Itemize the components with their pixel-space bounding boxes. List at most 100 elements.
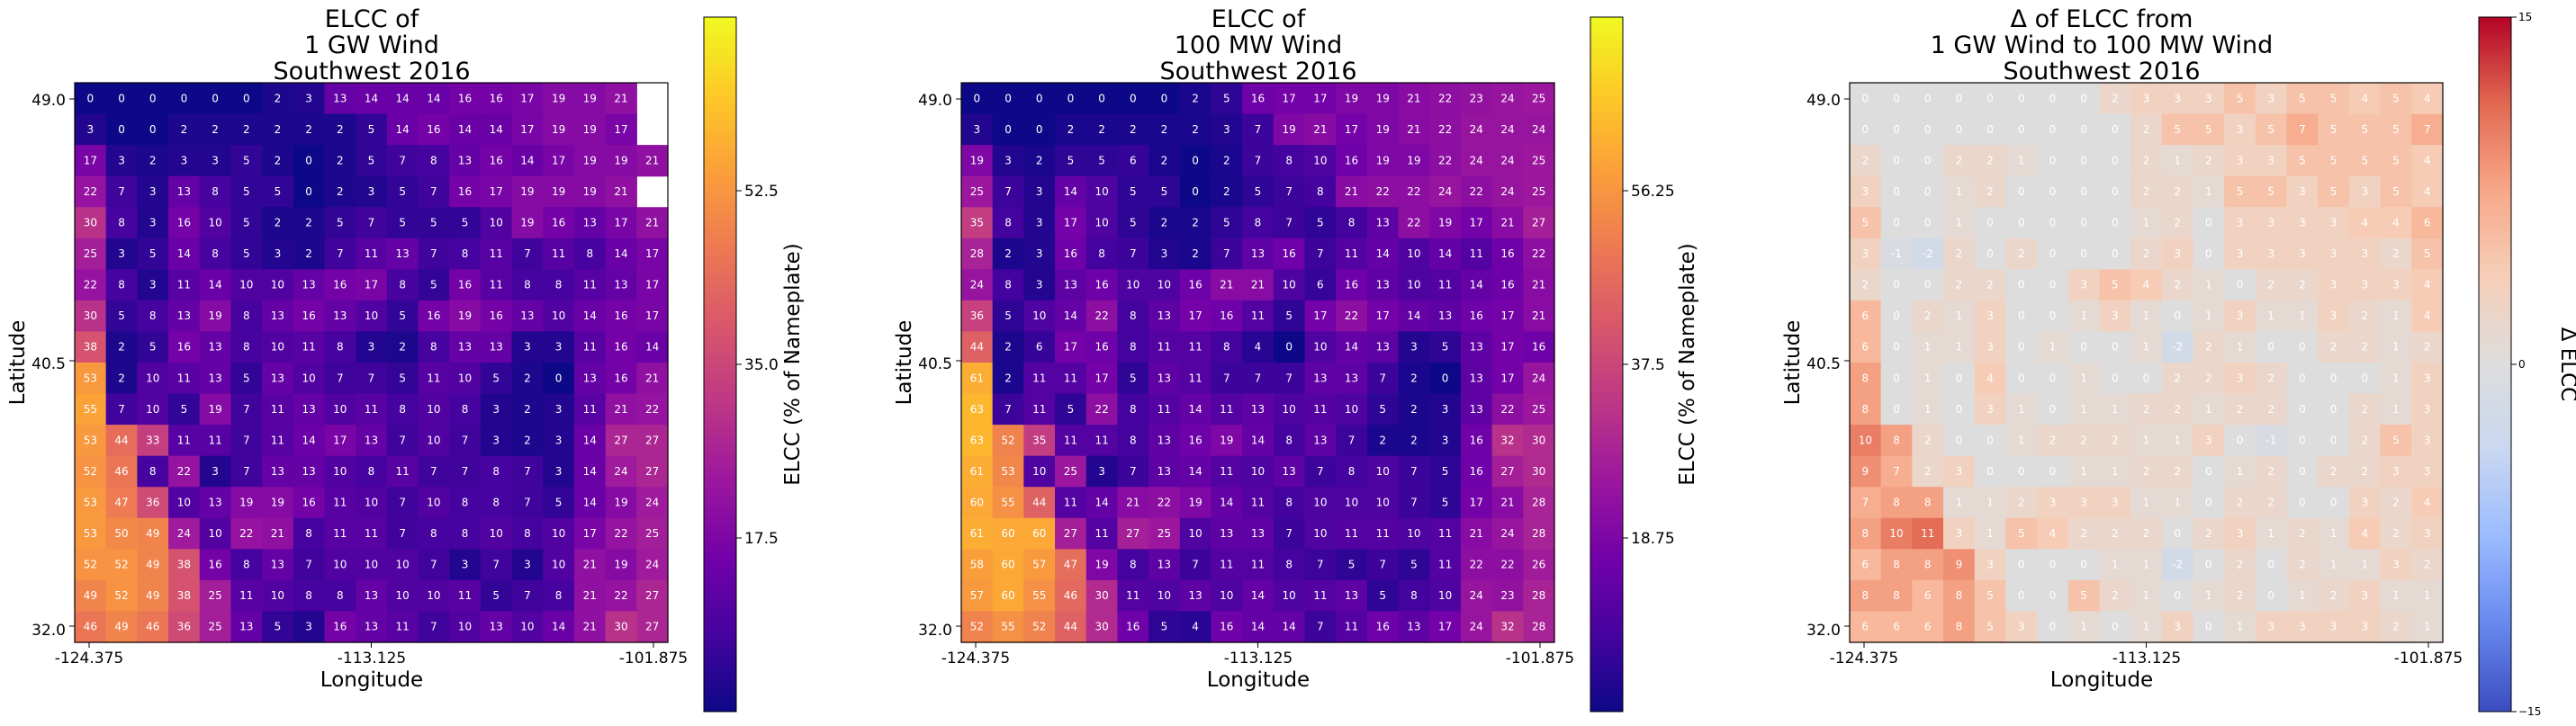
heatmap-cell-label: 53 [84, 372, 97, 384]
heatmap-cell-label: 7 [337, 247, 344, 260]
heatmap-cell [1023, 207, 1056, 239]
heatmap-cell [605, 83, 637, 115]
heatmap-cell-label: 52 [970, 621, 984, 633]
heatmap-cell [105, 549, 138, 581]
panel-1-colorbar-tick-1: 35.0 [744, 356, 779, 374]
heatmap-cell [605, 145, 637, 177]
heatmap-cell [480, 425, 513, 457]
heatmap-cell [480, 238, 513, 270]
heatmap-cell-label: 0 [1036, 123, 1043, 136]
panel-1-y-tick-0: 49.0 [32, 92, 66, 110]
heatmap-cell-label: 11 [271, 403, 284, 416]
heatmap-cell [449, 425, 482, 457]
heatmap-cell [386, 455, 419, 488]
heatmap-cell-label: 7 [1255, 154, 1262, 166]
heatmap-cell [1211, 331, 1243, 363]
heatmap-cell [1023, 175, 1056, 208]
heatmap-cell-label: 0 [2299, 403, 2306, 416]
heatmap-cell-label: 0 [2080, 123, 2087, 136]
heatmap-cell-label: 16 [333, 621, 347, 633]
heatmap-cell-label: 52 [84, 559, 97, 571]
heatmap-cell-label: 10 [458, 621, 472, 633]
heatmap-cell-label: 8 [399, 279, 406, 291]
heatmap-cell-label: 16 [302, 309, 315, 322]
heatmap-cell [293, 363, 326, 395]
heatmap-cell-label: 13 [1470, 372, 1483, 384]
heatmap-cell [105, 300, 138, 333]
heatmap-cell-label: 7 [1410, 497, 1418, 509]
heatmap-cell-label: 3 [212, 465, 219, 478]
heatmap-cell [1460, 300, 1493, 333]
heatmap-cell-label: 13 [396, 247, 410, 260]
heatmap-cell [75, 238, 107, 270]
heatmap-cell-label: 5 [1223, 92, 1230, 104]
heatmap-cell [418, 455, 450, 488]
heatmap-cell-label: 16 [208, 559, 221, 571]
heatmap-cell-label: 0 [2049, 185, 2057, 198]
heatmap-cell [1085, 238, 1119, 270]
heatmap-cell-label: 13 [302, 403, 315, 416]
panel-2-y-axis-label: Latitude [893, 320, 916, 406]
heatmap-cell-label: 1 [2143, 621, 2150, 633]
heatmap-cell-label: 5 [149, 341, 157, 354]
heatmap-cell-label: 60 [970, 497, 984, 509]
heatmap-cell [449, 455, 482, 488]
heatmap-cell-label: 7 [1255, 123, 1262, 136]
heatmap-cell-label: 3 [2392, 559, 2400, 571]
heatmap-cell-label: 2 [2299, 527, 2306, 540]
heatmap-cell-label: 1 [2205, 309, 2212, 322]
heatmap-cell-label: 5 [1067, 403, 1075, 416]
heatmap-cell [573, 425, 607, 457]
heatmap-cell-label: 22 [1438, 92, 1452, 104]
heatmap-cell [262, 113, 294, 146]
heatmap-cell-label: 5 [2392, 185, 2400, 198]
heatmap-cell-label: 30 [1094, 589, 1108, 602]
heatmap-cell-label: 11 [1345, 527, 1358, 540]
heatmap-cell-label: 13 [1376, 341, 1390, 354]
heatmap-cell-label: 0 [2112, 621, 2119, 633]
heatmap-cell-label: 7 [1862, 497, 1869, 509]
heatmap-cell [449, 487, 482, 519]
heatmap-cell-label: 3 [1036, 185, 1043, 198]
heatmap-cell-label: 2 [524, 434, 531, 446]
heatmap-cell-label: 11 [1438, 527, 1452, 540]
heatmap-cell [418, 611, 450, 643]
heatmap-cell-label: 10 [271, 341, 284, 354]
heatmap-cell-label: 2 [275, 123, 282, 136]
heatmap-cell-label: 19 [970, 154, 984, 166]
heatmap-cell-label: 0 [305, 154, 312, 166]
heatmap-cell [1023, 517, 1056, 550]
heatmap-cell-label: 44 [970, 341, 984, 354]
heatmap-cell-label: 7 [1893, 465, 1900, 478]
heatmap-cell-label: 16 [427, 123, 440, 136]
heatmap-cell-label: 16 [1283, 247, 1296, 260]
panel-2-colorbar-tick-2: 56.25 [1631, 183, 1675, 201]
heatmap-cell-label: 11 [1345, 621, 1358, 633]
heatmap-cell [992, 269, 1024, 301]
heatmap-cell-label: 30 [1532, 434, 1545, 446]
heatmap-cell-label: 0 [974, 92, 981, 104]
heatmap-cell-label: 0 [2112, 247, 2119, 260]
heatmap-cell-label: 6 [1924, 621, 1932, 633]
heatmap-cell-label: 11 [1094, 434, 1108, 446]
heatmap-cell [1491, 517, 1524, 550]
heatmap-cell [324, 425, 356, 457]
heatmap-cell-label: 11 [333, 497, 347, 509]
heatmap-cell-label: 13 [1251, 403, 1265, 416]
panel-3-y-tick-0: 49.0 [1806, 92, 1841, 110]
heatmap-cell-label: 17 [645, 279, 659, 291]
heatmap-cell-label: 7 [1004, 403, 1012, 416]
heatmap-cell-label: 19 [1407, 154, 1420, 166]
panel-1-title-line-2: 1 GW Wind [304, 31, 439, 59]
heatmap-cell [1491, 207, 1524, 239]
heatmap-cell-label: 10 [365, 559, 378, 571]
heatmap-cell [1242, 269, 1274, 301]
heatmap-cell-label: 5 [368, 154, 375, 166]
heatmap-cell-label: 16 [302, 497, 315, 509]
heatmap-cell-label: 17 [1094, 372, 1108, 384]
heatmap-cell-label: 0 [2049, 309, 2057, 322]
heatmap-cell [75, 363, 107, 395]
heatmap-cell-label: 7 [462, 434, 469, 446]
heatmap-cell [1242, 579, 1274, 613]
heatmap-cell [1460, 579, 1493, 613]
